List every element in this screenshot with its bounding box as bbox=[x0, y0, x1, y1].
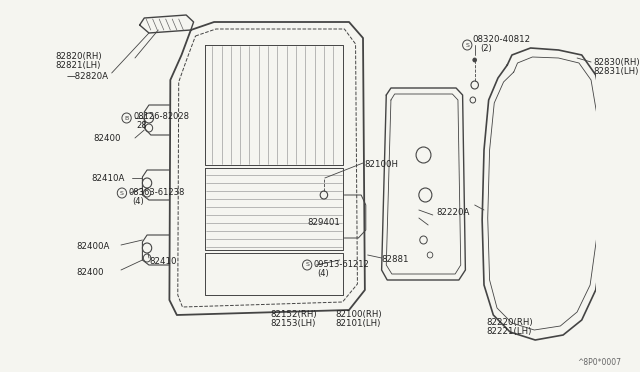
Circle shape bbox=[473, 58, 477, 62]
Text: 82830(RH): 82830(RH) bbox=[593, 58, 639, 67]
Circle shape bbox=[144, 113, 154, 123]
Text: S: S bbox=[305, 263, 309, 267]
Text: 82221(LH): 82221(LH) bbox=[487, 327, 532, 336]
Text: B: B bbox=[124, 115, 129, 121]
Text: 82100(RH): 82100(RH) bbox=[335, 310, 381, 319]
Text: (4): (4) bbox=[132, 197, 144, 206]
Circle shape bbox=[303, 260, 312, 270]
Circle shape bbox=[117, 188, 127, 198]
Text: 09513-61212: 09513-61212 bbox=[314, 260, 369, 269]
Text: 82101(LH): 82101(LH) bbox=[335, 319, 380, 328]
Text: 82153(LH): 82153(LH) bbox=[270, 319, 316, 328]
Circle shape bbox=[143, 178, 152, 188]
Text: 82152(RH): 82152(RH) bbox=[270, 310, 317, 319]
Text: (4): (4) bbox=[317, 269, 329, 278]
Text: (2): (2) bbox=[480, 44, 492, 53]
Text: 82821(LH): 82821(LH) bbox=[56, 61, 101, 70]
Text: 82400: 82400 bbox=[76, 268, 104, 277]
Text: 28: 28 bbox=[137, 121, 147, 130]
Text: S: S bbox=[120, 190, 124, 196]
Text: 82400: 82400 bbox=[93, 134, 120, 143]
Text: 829401: 829401 bbox=[307, 218, 340, 227]
Text: 08320-40812: 08320-40812 bbox=[473, 35, 531, 44]
Circle shape bbox=[143, 243, 152, 253]
Text: 82410: 82410 bbox=[149, 257, 177, 266]
Text: 82220(RH): 82220(RH) bbox=[487, 318, 533, 327]
Text: ^8P0*0007: ^8P0*0007 bbox=[577, 358, 621, 367]
Text: 82820(RH): 82820(RH) bbox=[56, 52, 102, 61]
Circle shape bbox=[463, 40, 472, 50]
Text: —82820A: —82820A bbox=[67, 72, 109, 81]
Text: 82881: 82881 bbox=[381, 255, 409, 264]
Text: 82410A: 82410A bbox=[92, 174, 125, 183]
Text: 08126-82028: 08126-82028 bbox=[133, 112, 189, 121]
Circle shape bbox=[122, 113, 131, 123]
Text: 82831(LH): 82831(LH) bbox=[593, 67, 638, 76]
Text: 08363-61238: 08363-61238 bbox=[129, 188, 185, 197]
Text: S: S bbox=[465, 42, 469, 48]
Text: 82400A: 82400A bbox=[76, 242, 109, 251]
Text: 82100H: 82100H bbox=[364, 160, 398, 169]
Text: 82220A: 82220A bbox=[436, 208, 470, 217]
